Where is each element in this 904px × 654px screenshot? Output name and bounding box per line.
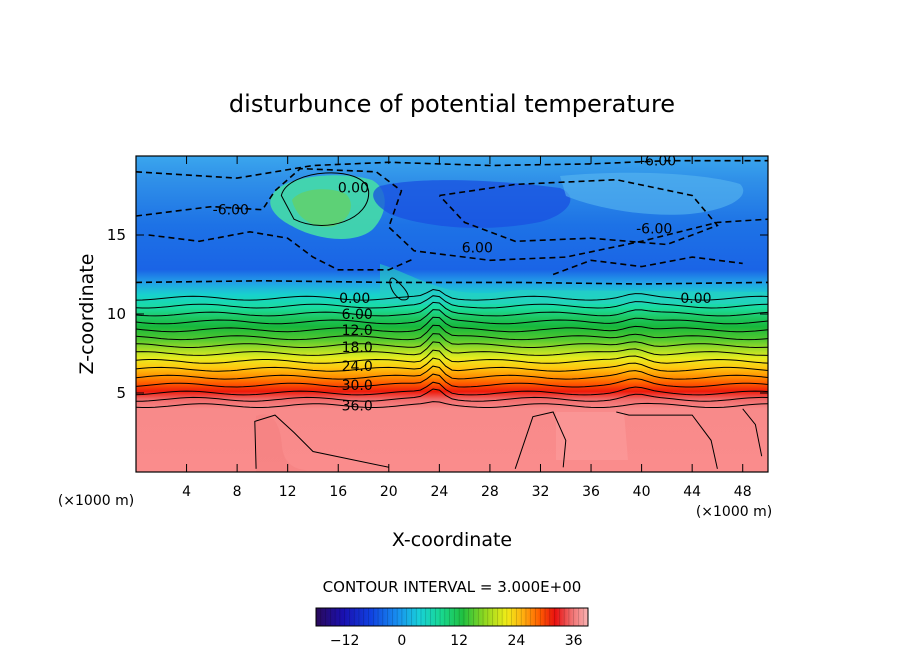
y-axis-label: Z-coordinate — [76, 254, 98, 375]
x-tick-label: 32 — [532, 484, 550, 500]
contour-label: 12.0 — [342, 323, 373, 339]
contour-line — [136, 301, 768, 317]
contour-line — [136, 381, 768, 396]
y-tick-label: 5 — [116, 384, 126, 402]
contour-label: 24.0 — [342, 359, 373, 375]
dashed-contour-line — [148, 230, 415, 271]
contour-line — [254, 414, 389, 469]
contour-label: 36.0 — [342, 399, 373, 415]
cold-anomaly-patch-right — [560, 172, 744, 215]
contour-line — [389, 277, 409, 301]
chart-title: disturbunce of potential temperature — [229, 90, 675, 118]
colorbar-tick-label: −12 — [330, 633, 360, 649]
y-axis: 5 10 15 — [107, 226, 768, 402]
x-tick-label: 20 — [380, 484, 398, 500]
plot-area: 0.00-6.00-6.00-6.006.000.000.006.0012.01… — [136, 154, 768, 472]
x-axis: 4 8 12 16 20 24 28 32 36 40 44 48 — [182, 156, 752, 500]
contour-line — [136, 373, 768, 388]
colorbar-tick-label: 12 — [450, 633, 468, 649]
contour-line — [136, 357, 768, 372]
contour-interval-text: CONTOUR INTERVAL = 3.000E+00 — [323, 578, 582, 596]
x-tick-label: 24 — [430, 484, 448, 500]
contour-line — [136, 341, 768, 356]
x-tick-label: 28 — [481, 484, 499, 500]
contour-line — [136, 324, 768, 341]
contour-label: -6.00 — [640, 154, 676, 170]
x-tick-label: 8 — [233, 484, 242, 500]
contour-line — [514, 411, 567, 469]
contour-line — [280, 172, 370, 226]
contour-label: 6.00 — [462, 241, 493, 257]
contour-label: -6.00 — [636, 222, 672, 238]
contour-line — [136, 316, 768, 333]
colorbar-ticks: −12 0 12 24 36 — [330, 633, 583, 649]
contour-label: 0.00 — [339, 291, 370, 307]
contour-line — [136, 288, 768, 301]
contour-line — [136, 365, 768, 380]
colorbar — [315, 607, 589, 627]
x-tick-label: 36 — [582, 484, 600, 500]
contour-label: -6.00 — [213, 203, 249, 219]
lower-warm-region — [256, 414, 320, 472]
contour-line — [136, 388, 768, 402]
x-unit-right: (×1000 m) — [696, 504, 772, 520]
contour-label: 0.00 — [338, 181, 369, 197]
contour-label: 0.00 — [680, 291, 711, 307]
mixing-tongue — [380, 264, 768, 304]
x-tick-label: 12 — [279, 484, 297, 500]
x-tick-label: 4 — [182, 484, 191, 500]
colorbar-tick-label: 24 — [508, 633, 526, 649]
contour-line — [136, 309, 768, 325]
dashed-contour-line — [136, 279, 768, 285]
colorbar-tick-label: 36 — [565, 633, 583, 649]
contour-labels: 0.00-6.00-6.00-6.006.000.000.006.0012.01… — [213, 154, 712, 415]
y-tick-label: 10 — [107, 305, 126, 323]
x-unit-left: (×1000 m) — [58, 493, 134, 509]
contour-line — [136, 349, 768, 364]
contour-label: 6.00 — [342, 307, 373, 323]
contour-lines — [136, 172, 768, 469]
colorbar-tick-label: 0 — [397, 633, 406, 649]
colorbar-segments — [315, 608, 589, 626]
x-tick-label: 48 — [734, 484, 752, 500]
dashed-contour-line — [136, 167, 768, 262]
x-tick-label: 44 — [683, 484, 701, 500]
lower-warm-region-2 — [556, 412, 628, 460]
contour-line — [136, 401, 768, 408]
x-axis-label: X-coordinate — [392, 529, 512, 551]
contour-line — [742, 408, 763, 457]
contour-line — [616, 411, 718, 469]
contour-label: 30.0 — [342, 378, 373, 394]
contour-line — [136, 295, 768, 309]
y-tick-label: 15 — [107, 226, 126, 244]
dashed-contour-line — [552, 256, 743, 276]
x-tick-label: 16 — [329, 484, 347, 500]
cold-anomaly-patch — [373, 180, 571, 228]
contour-label: 18.0 — [342, 340, 373, 356]
x-tick-label: 40 — [633, 484, 651, 500]
warm-anomaly-core — [292, 189, 351, 227]
dashed-contour-line — [438, 178, 719, 246]
contour-line — [136, 333, 768, 349]
